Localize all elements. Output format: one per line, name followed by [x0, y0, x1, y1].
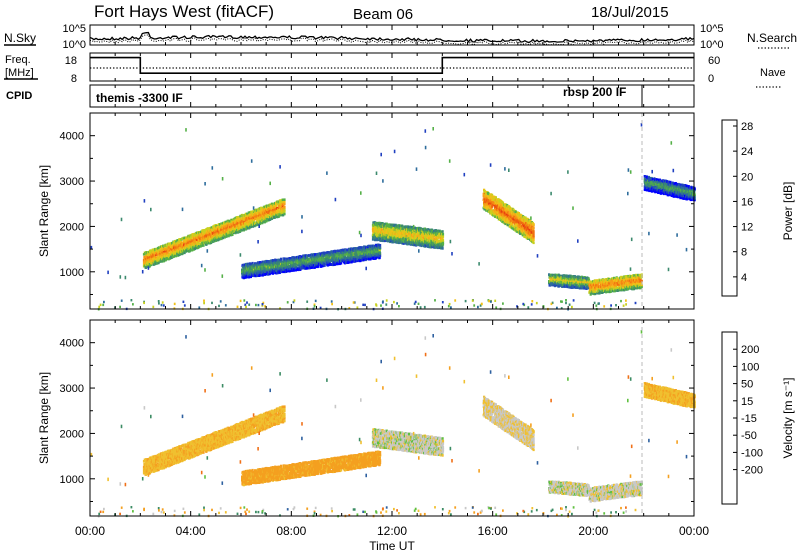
power-cell: [442, 235, 444, 238]
noise-right-label: N.Search: [747, 31, 797, 45]
power-cell: [442, 239, 444, 242]
noise-left-tick-low: 10^0: [62, 39, 86, 51]
power-cell: [283, 198, 285, 201]
beam-title: Beam 06: [353, 6, 413, 23]
freq-left-tick-low: 8: [71, 73, 77, 85]
power-cell: [340, 262, 342, 265]
power-cell: [442, 230, 444, 233]
power-cell: [379, 252, 381, 255]
power-cell: [442, 247, 444, 250]
nave-right-tick-low: 0: [708, 73, 714, 85]
nave-right-tick-high: 60: [708, 55, 720, 67]
freq-label-1: Freq.: [5, 54, 31, 66]
nave-right-label: Nave: [760, 67, 786, 79]
figure: Fort Hays West (fitACF) Beam 06 18/Jul/2…: [0, 0, 800, 554]
power-cell: [280, 258, 282, 261]
date-title: 18/Jul/2015: [591, 4, 669, 21]
noise-right-tick-high: 10^5: [700, 23, 724, 35]
power-cell: [379, 255, 381, 258]
freq-trace: [90, 58, 694, 74]
cpid-mode-1: themis -3300 IF: [96, 91, 183, 105]
freq-label-2: [MHz]: [5, 67, 34, 79]
noise-left-label: N.Sky: [4, 31, 36, 45]
freq-left-tick-high: 18: [65, 55, 77, 67]
noise-left-tick-high: 10^5: [62, 23, 86, 35]
radar-title: Fort Hays West (fitACF): [94, 2, 274, 21]
power-cell: [283, 206, 285, 209]
power-cell: [442, 233, 444, 236]
noise-right-tick-low: 10^0: [700, 39, 724, 51]
power-cell: [379, 246, 381, 249]
power-cell: [379, 244, 381, 247]
power-cell: [283, 213, 285, 216]
freq-step-line: [90, 58, 694, 74]
power-cell: [202, 244, 204, 247]
cpid-mode-2: rbsp 200 IF: [563, 85, 626, 99]
cpid-label: CPID: [6, 90, 32, 102]
